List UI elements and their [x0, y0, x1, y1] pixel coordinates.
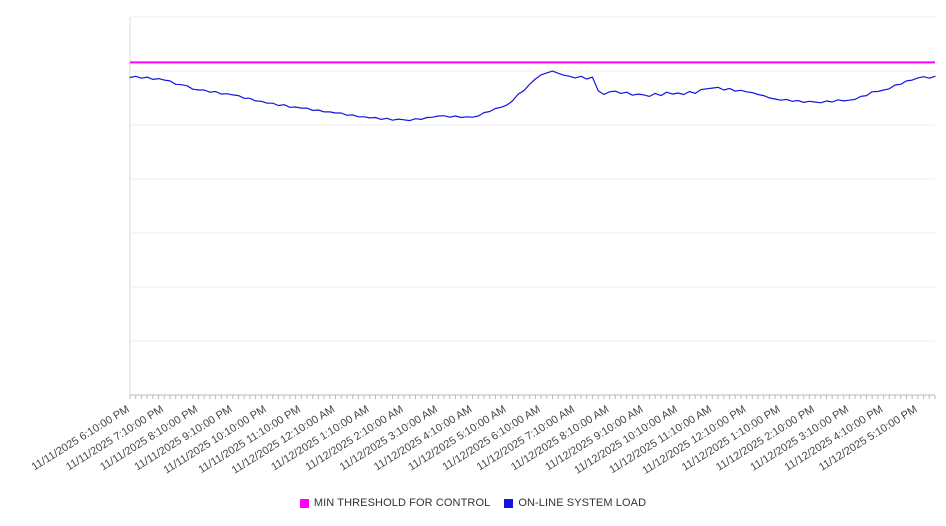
- legend-item-system-load: ON-LINE SYSTEM LOAD: [504, 497, 646, 509]
- load-line: [129, 70, 936, 122]
- legend-label-system-load: ON-LINE SYSTEM LOAD: [518, 497, 647, 509]
- legend-swatch-system-load-icon: [504, 498, 514, 508]
- chart-legend: MIN THRESHOLD FOR CONTROL ON-LINE SYSTEM…: [0, 488, 946, 518]
- legend-item-min-threshold: MIN THRESHOLD FOR CONTROL: [299, 497, 491, 509]
- legend-label-min-threshold: MIN THRESHOLD FOR CONTROL: [313, 497, 491, 509]
- legend-swatch-min-threshold-icon: [299, 498, 309, 508]
